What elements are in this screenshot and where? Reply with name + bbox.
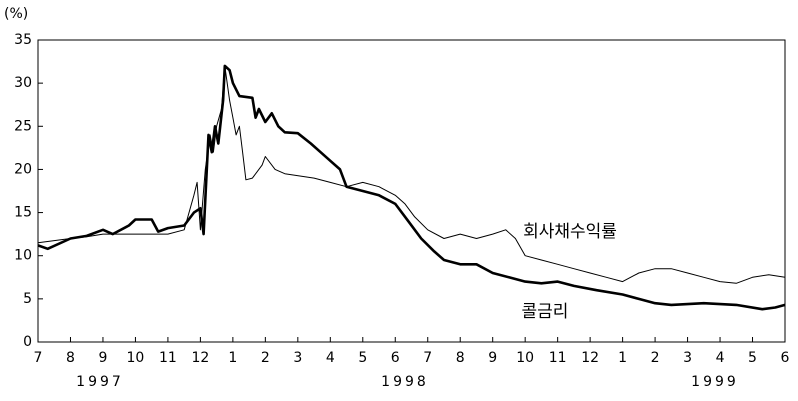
- x-tick-label: 12: [581, 350, 599, 366]
- x-tick-label: 7: [423, 350, 432, 366]
- x-tick-label: 4: [716, 350, 725, 366]
- x-tick-label: 10: [127, 350, 145, 366]
- year-label: 1998: [381, 374, 429, 390]
- y-tick-label: 35: [14, 32, 32, 48]
- x-tick-label: 9: [98, 350, 107, 366]
- x-tick-label: 8: [456, 350, 465, 366]
- y-tick-label: 20: [14, 161, 32, 177]
- x-tick-label: 1: [618, 350, 627, 366]
- y-tick-label: 30: [14, 75, 32, 91]
- plot-frame: [37, 39, 786, 343]
- x-tick-label: 3: [293, 350, 302, 366]
- y-tick-label: 0: [23, 334, 32, 350]
- x-tick-label: 4: [326, 350, 335, 366]
- x-tick-label: 12: [191, 350, 209, 366]
- x-tick-label: 3: [683, 350, 692, 366]
- y-tick-label: 5: [23, 291, 32, 307]
- y-tick-label: 25: [14, 118, 32, 134]
- y-tick-label: 15: [14, 205, 32, 221]
- x-tick-label: 6: [391, 350, 400, 366]
- x-tick-label: 11: [159, 350, 177, 366]
- x-tick-label: 2: [261, 350, 270, 366]
- x-tick-label: 10: [516, 350, 534, 366]
- y-axis-label: (%): [4, 6, 28, 22]
- year-label: 1999: [691, 374, 739, 390]
- series-label: 회사채수익률: [523, 222, 617, 242]
- year-label: 1997: [76, 374, 124, 390]
- x-tick-label: 1: [228, 350, 237, 366]
- x-tick-label: 6: [781, 350, 790, 366]
- series-label: 콜금리: [522, 302, 569, 322]
- x-tick-label: 8: [66, 350, 75, 366]
- x-tick-label: 9: [488, 350, 497, 366]
- y-tick-label: 10: [14, 248, 32, 264]
- line-series: [37, 65, 786, 284]
- x-tick-label: 2: [651, 350, 660, 366]
- line-series: [37, 64, 786, 311]
- x-tick-label: 5: [748, 350, 757, 366]
- x-tick-label: 11: [549, 350, 567, 366]
- x-tick-label: 7: [34, 350, 43, 366]
- x-tick-label: 5: [358, 350, 367, 366]
